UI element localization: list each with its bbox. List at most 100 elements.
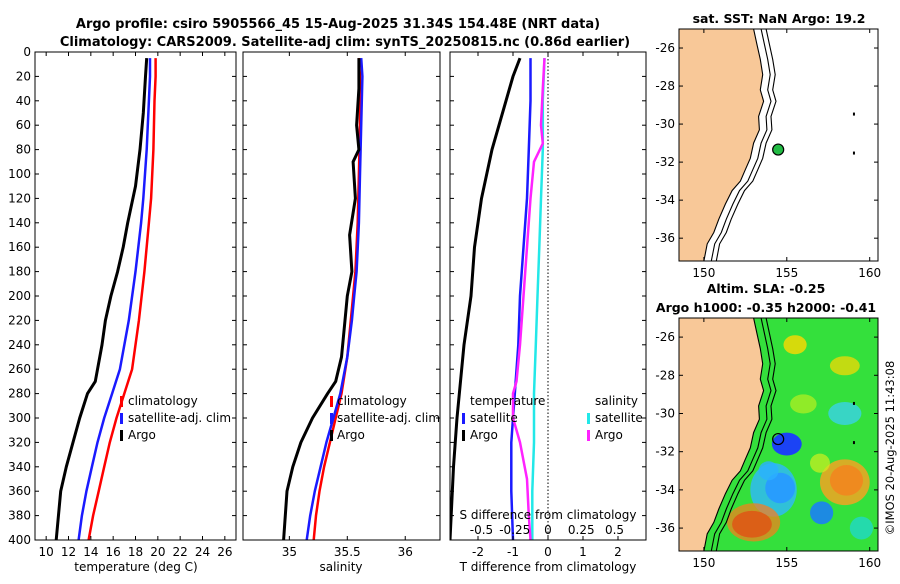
legend-swatch-t-argo bbox=[462, 430, 465, 441]
argo-position-marker bbox=[772, 143, 785, 156]
sst-map-title: sat. SST: NaN Argo: 19.2 bbox=[693, 11, 866, 26]
y-tick-label: 80 bbox=[16, 143, 31, 157]
y-tick-label: 140 bbox=[8, 216, 31, 230]
salinity-legend: climatology satellite-adj. clim Argo bbox=[330, 394, 440, 442]
map-contents bbox=[679, 318, 878, 551]
y-tick-label: 180 bbox=[8, 265, 31, 279]
series-line-t-satellite bbox=[510, 58, 532, 540]
legend-swatch-satellite bbox=[330, 413, 333, 424]
x-tick-label: 155 bbox=[775, 556, 798, 570]
salinity-plot: 35 35.5 36 bbox=[242, 51, 441, 559]
legend-title-temperature: temperature bbox=[470, 394, 545, 408]
land-area bbox=[679, 29, 764, 261]
difference-panel: -2 -1 0 1 2 -0.5 -0.25 0 0.25 0.5 T difference fr… bbox=[449, 51, 647, 574]
sla-anomaly bbox=[771, 432, 802, 456]
temperature-xlabel: temperature (deg C) bbox=[74, 560, 197, 574]
legend-swatch-climatology bbox=[120, 396, 123, 407]
x-tick-label: 36 bbox=[398, 545, 413, 559]
plot-background bbox=[243, 52, 440, 540]
y-tick-label: 120 bbox=[8, 191, 31, 205]
legend-swatch-argo bbox=[120, 430, 123, 441]
x-tick-label: 2 bbox=[614, 545, 622, 559]
y-tick-label: -34 bbox=[655, 193, 675, 207]
x-tick-label: 12 bbox=[61, 545, 76, 559]
x2-tick-label: -0.25 bbox=[499, 523, 530, 537]
y-tick-label: 220 bbox=[8, 313, 31, 327]
land-area bbox=[679, 318, 764, 551]
x2-tick-label: 0.5 bbox=[605, 523, 624, 537]
series-line-s-argo bbox=[511, 58, 546, 540]
y-tick-label: -36 bbox=[655, 521, 675, 535]
x-tick-label: 18 bbox=[128, 545, 143, 559]
shelf-contour bbox=[710, 318, 772, 551]
temperature-panel: 0 20 40 60 80 100 120 140 160 180 200 220 240 260 280 3… bbox=[8, 45, 237, 574]
y-tick-label: 340 bbox=[8, 460, 31, 474]
sla-anomaly bbox=[727, 503, 781, 542]
series-line-satellite-adj-clim bbox=[77, 58, 152, 540]
difference-legend-salinity: salinity satellite Argo bbox=[587, 394, 643, 442]
sla-anomaly bbox=[828, 402, 862, 425]
x-tick-label: 24 bbox=[195, 545, 210, 559]
salinity-panel: 35 35.5 36 salinity climatology satellite-… bbox=[242, 51, 441, 574]
y-tick-label: 160 bbox=[8, 240, 31, 254]
sla-map-title-2: Argo h1000: -0.35 h2000: -0.41 bbox=[656, 300, 876, 315]
y-tick-label: -28 bbox=[655, 368, 675, 382]
y-tick-label: -32 bbox=[655, 155, 675, 169]
x-tick-label: 150 bbox=[692, 556, 715, 570]
series-line-t-argo bbox=[450, 57, 522, 540]
legend-label-argo: Argo bbox=[128, 428, 156, 442]
sla-anomaly bbox=[758, 461, 779, 481]
series-line-satellite-adj-clim bbox=[305, 58, 364, 540]
x2-tick-label: 0 bbox=[544, 523, 552, 537]
island bbox=[852, 112, 855, 116]
x-tick-label: 1 bbox=[579, 545, 587, 559]
salinity-xlabel: salinity bbox=[319, 560, 362, 574]
legend-swatch-s-argo bbox=[587, 430, 590, 441]
legend-label-s-satellite: satellite bbox=[595, 411, 643, 425]
sla-map-plot: 150 155 160 -26 -28 -30 -32 -34 -36 bbox=[655, 317, 881, 570]
legend-label-s-argo: Argo bbox=[595, 428, 623, 442]
difference-x2label: S difference from climatology bbox=[460, 508, 637, 522]
sla-map-title-1: Altim. SLA: -0.25 bbox=[707, 281, 826, 296]
sla-map-panel: Altim. SLA: -0.25 Argo h1000: -0.35 h200… bbox=[655, 281, 881, 570]
y-tick-label: 200 bbox=[8, 289, 31, 303]
legend-label-t-satellite: satellite bbox=[470, 411, 518, 425]
y-tick-label: 100 bbox=[8, 167, 31, 181]
y-tick-label: -30 bbox=[655, 406, 675, 420]
x-tick-label: 155 bbox=[775, 266, 798, 280]
x2-tick-label: 0.25 bbox=[568, 523, 595, 537]
map-frame bbox=[678, 28, 879, 262]
sla-anomaly bbox=[819, 459, 870, 506]
legend-swatch-climatology bbox=[330, 396, 333, 407]
title-line-1: Argo profile: csiro 5905566_45 15-Aug-20… bbox=[76, 17, 600, 32]
y-tick-label: 360 bbox=[8, 484, 31, 498]
island bbox=[852, 441, 855, 445]
y-tick-label: 60 bbox=[16, 118, 31, 132]
temperature-plot: 0 20 40 60 80 100 120 140 160 180 200 220 240 260 280 3… bbox=[8, 45, 237, 559]
y-tick-label: 240 bbox=[8, 338, 31, 352]
sla-anomaly bbox=[790, 394, 817, 414]
x-tick-label: 20 bbox=[150, 545, 165, 559]
y-tick-label: 380 bbox=[8, 509, 31, 523]
x-tick-label: 14 bbox=[83, 545, 98, 559]
x-tick-label: 160 bbox=[858, 266, 881, 280]
y-tick-label: -26 bbox=[655, 41, 675, 55]
island bbox=[852, 151, 855, 155]
legend-label-argo: Argo bbox=[337, 428, 365, 442]
difference-xlabel: T difference from climatology bbox=[459, 560, 637, 574]
island bbox=[852, 401, 855, 405]
x2-tick-label: -0.5 bbox=[470, 523, 493, 537]
sla-anomaly bbox=[810, 501, 834, 525]
series-line-climatology bbox=[87, 58, 157, 540]
sst-map-panel: sat. SST: NaN Argo: 19.2 150 155 160 -26 -28… bbox=[655, 11, 881, 280]
legend-label-climatology: climatology bbox=[128, 394, 198, 408]
legend-swatch-argo bbox=[330, 430, 333, 441]
legend-title-salinity: salinity bbox=[595, 394, 638, 408]
x-tick-label: 35 bbox=[282, 545, 297, 559]
y-tick-label: 280 bbox=[8, 387, 31, 401]
y-tick-label: 0 bbox=[23, 45, 31, 59]
difference-legend-temperature: temperature satellite Argo bbox=[462, 394, 545, 442]
sla-anomaly bbox=[829, 356, 860, 376]
sst-map-plot: 150 155 160 -26 -28 -30 -32 -34 -36 bbox=[655, 28, 881, 280]
x-tick-label: 35.5 bbox=[334, 545, 361, 559]
